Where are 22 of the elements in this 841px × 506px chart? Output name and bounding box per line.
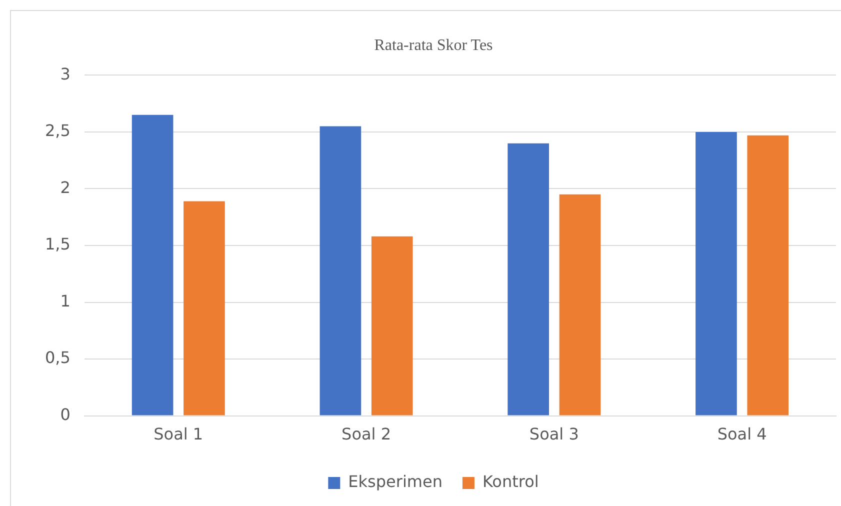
y-tick-label: 1	[60, 291, 70, 310]
legend-label: Eksperimen	[348, 472, 442, 492]
y-tick-label: 2,5	[44, 121, 70, 140]
x-tick-label: Soal 1	[154, 424, 204, 444]
y-tick-label: 3	[60, 64, 70, 84]
y-tick-label: 2	[60, 178, 70, 197]
bar	[132, 114, 174, 416]
y-tick-label: 0	[60, 404, 70, 424]
bar	[696, 132, 737, 416]
bar	[320, 126, 362, 416]
legend-label: Kontrol	[482, 472, 539, 492]
x-tick-label: Soal 2	[342, 424, 392, 444]
bar	[508, 143, 549, 416]
bar	[559, 194, 601, 416]
chart-title: Rata-rata Skor Tes	[374, 36, 493, 54]
y-tick-label: 1,5	[44, 234, 70, 254]
x-tick-label: Soal 3	[529, 424, 579, 444]
y-tick-label: 0,5	[44, 348, 70, 368]
bar	[184, 201, 225, 416]
bar	[371, 236, 413, 416]
bar	[747, 135, 789, 416]
x-tick-label: Soal 4	[717, 424, 767, 444]
